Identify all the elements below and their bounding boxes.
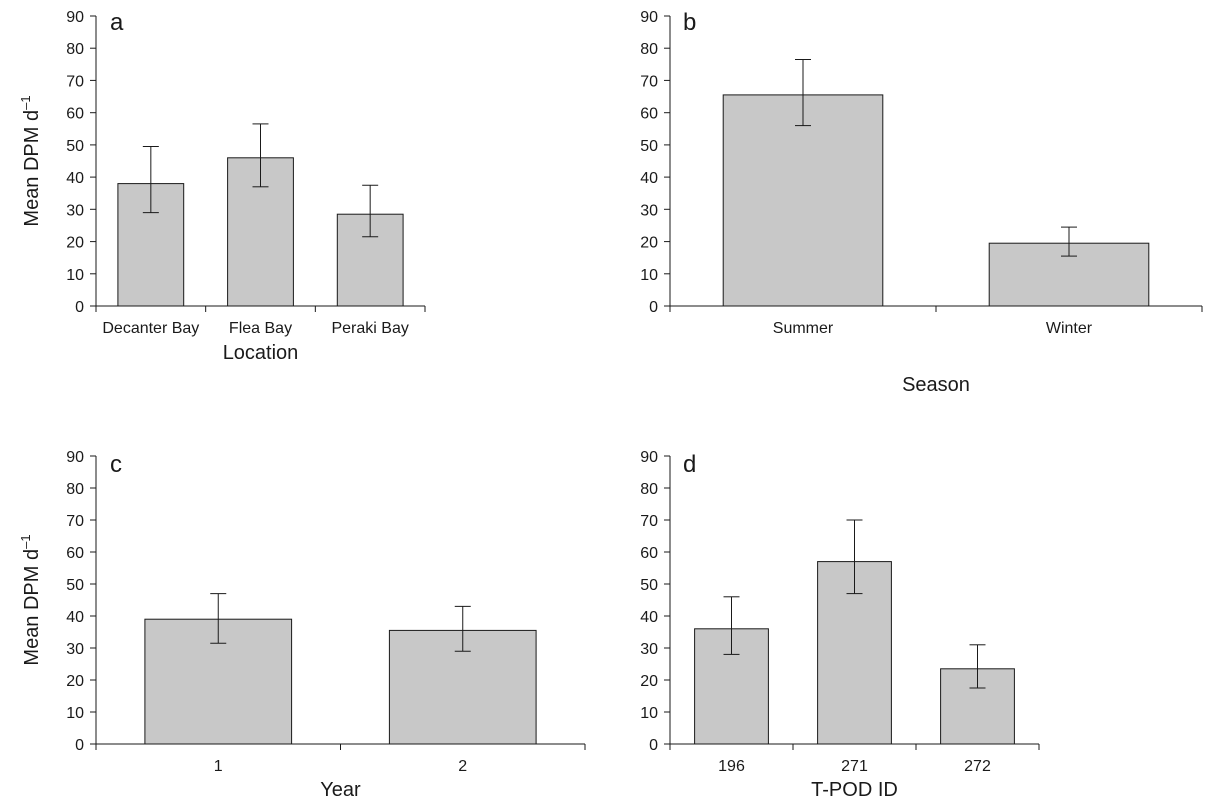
y-tick-label: 70 xyxy=(640,73,658,90)
panel-letter: c xyxy=(110,451,122,478)
x-tick-label: Decanter Bay xyxy=(102,320,199,337)
y-tick-label: 90 xyxy=(66,449,84,466)
y-tick-label: 60 xyxy=(66,106,84,123)
y-tick-label: 10 xyxy=(66,705,84,722)
y-axis-title: Mean DPM d–1 xyxy=(18,95,43,226)
y-tick-label: 90 xyxy=(640,449,658,466)
x-tick-label: 272 xyxy=(964,758,991,775)
x-tick-label: Peraki Bay xyxy=(331,320,408,337)
chart-panel-a: Decanter Bay Flea Bay Peraki Bay 0 10 20 30 40 5… xyxy=(18,9,426,364)
y-tick-label: 40 xyxy=(640,170,658,187)
y-tick-label: 30 xyxy=(66,641,84,658)
error-bar-271 xyxy=(846,519,863,595)
y-tick-label: 30 xyxy=(66,202,84,219)
y-tick-label: 50 xyxy=(66,577,84,594)
x-tick-label: 1 xyxy=(214,758,223,775)
y-axis-title-superscript: –1 xyxy=(18,534,33,548)
x-axis-title: Season xyxy=(902,374,970,396)
y-tick-label: 60 xyxy=(640,545,658,562)
error-bar-1 xyxy=(210,593,227,644)
x-axis-title: Year xyxy=(320,779,361,801)
y-tick-label: 10 xyxy=(640,705,658,722)
x-axis-title: T-POD ID xyxy=(811,779,898,801)
x-tick-label: Flea Bay xyxy=(229,320,292,337)
y-tick-label: 50 xyxy=(66,138,84,155)
y-tick-label: 20 xyxy=(640,673,658,690)
error-bar-flea-bay xyxy=(252,123,269,188)
error-bar-272 xyxy=(969,644,986,689)
y-axis-title-main: Mean DPM d xyxy=(21,110,43,227)
y-tick-label: 40 xyxy=(66,609,84,626)
y-tick-label: 80 xyxy=(640,481,658,498)
y-tick-label: 20 xyxy=(66,673,84,690)
error-bar-decanter-bay xyxy=(142,146,159,214)
y-tick-label: 30 xyxy=(640,202,658,219)
panel-letter: b xyxy=(683,9,696,36)
x-axis-title: Location xyxy=(223,342,299,364)
y-tick-label: 20 xyxy=(66,235,84,252)
y-tick-label: 80 xyxy=(66,41,84,58)
y-tick-label: 70 xyxy=(640,513,658,530)
x-tick-label: 2 xyxy=(458,758,467,775)
y-axis-title: Mean DPM d–1 xyxy=(18,534,43,665)
y-tick-label: 40 xyxy=(640,609,658,626)
panel-letter: d xyxy=(683,451,696,478)
y-tick-label: 70 xyxy=(66,73,84,90)
error-bar-196 xyxy=(723,596,740,655)
panel-letter: a xyxy=(110,9,124,36)
y-tick-label: 30 xyxy=(640,641,658,658)
y-tick-label: 50 xyxy=(640,138,658,155)
y-tick-label: 90 xyxy=(66,9,84,26)
y-tick-label: 50 xyxy=(640,577,658,594)
y-tick-label: 0 xyxy=(649,737,658,754)
x-tick-label: Summer xyxy=(773,320,834,337)
x-tick-label: Winter xyxy=(1046,320,1093,337)
y-tick-label: 20 xyxy=(640,235,658,252)
bar-summer xyxy=(722,94,884,307)
y-tick-label: 10 xyxy=(66,267,84,284)
x-tick-label: 196 xyxy=(718,758,745,775)
error-bar-winter xyxy=(1061,226,1077,257)
y-tick-label: 0 xyxy=(649,299,658,316)
chart-panel-b: Summer Winter 0 10 20 30 40 50 60 70 80 90 b Season xyxy=(640,9,1203,396)
error-bar-peraki-bay xyxy=(362,184,379,238)
y-axis-title-superscript: –1 xyxy=(18,95,33,109)
y-tick-label: 60 xyxy=(640,106,658,123)
chart-panel-d: 196 271 272 0 10 20 30 40 50 60 70 80 90 d T-POD ID xyxy=(640,449,1040,801)
y-tick-label: 70 xyxy=(66,513,84,530)
y-tick-label: 90 xyxy=(640,9,658,26)
y-axis-title-main: Mean DPM d xyxy=(21,549,43,666)
error-bar-summer xyxy=(795,59,811,127)
y-tick-label: 0 xyxy=(75,737,84,754)
y-tick-label: 80 xyxy=(640,41,658,58)
y-tick-label: 60 xyxy=(66,545,84,562)
y-tick-label: 0 xyxy=(75,299,84,316)
y-tick-label: 80 xyxy=(66,481,84,498)
y-tick-label: 40 xyxy=(66,170,84,187)
y-tick-label: 10 xyxy=(640,267,658,284)
error-bar-2 xyxy=(454,605,471,652)
x-tick-label: 271 xyxy=(841,758,868,775)
